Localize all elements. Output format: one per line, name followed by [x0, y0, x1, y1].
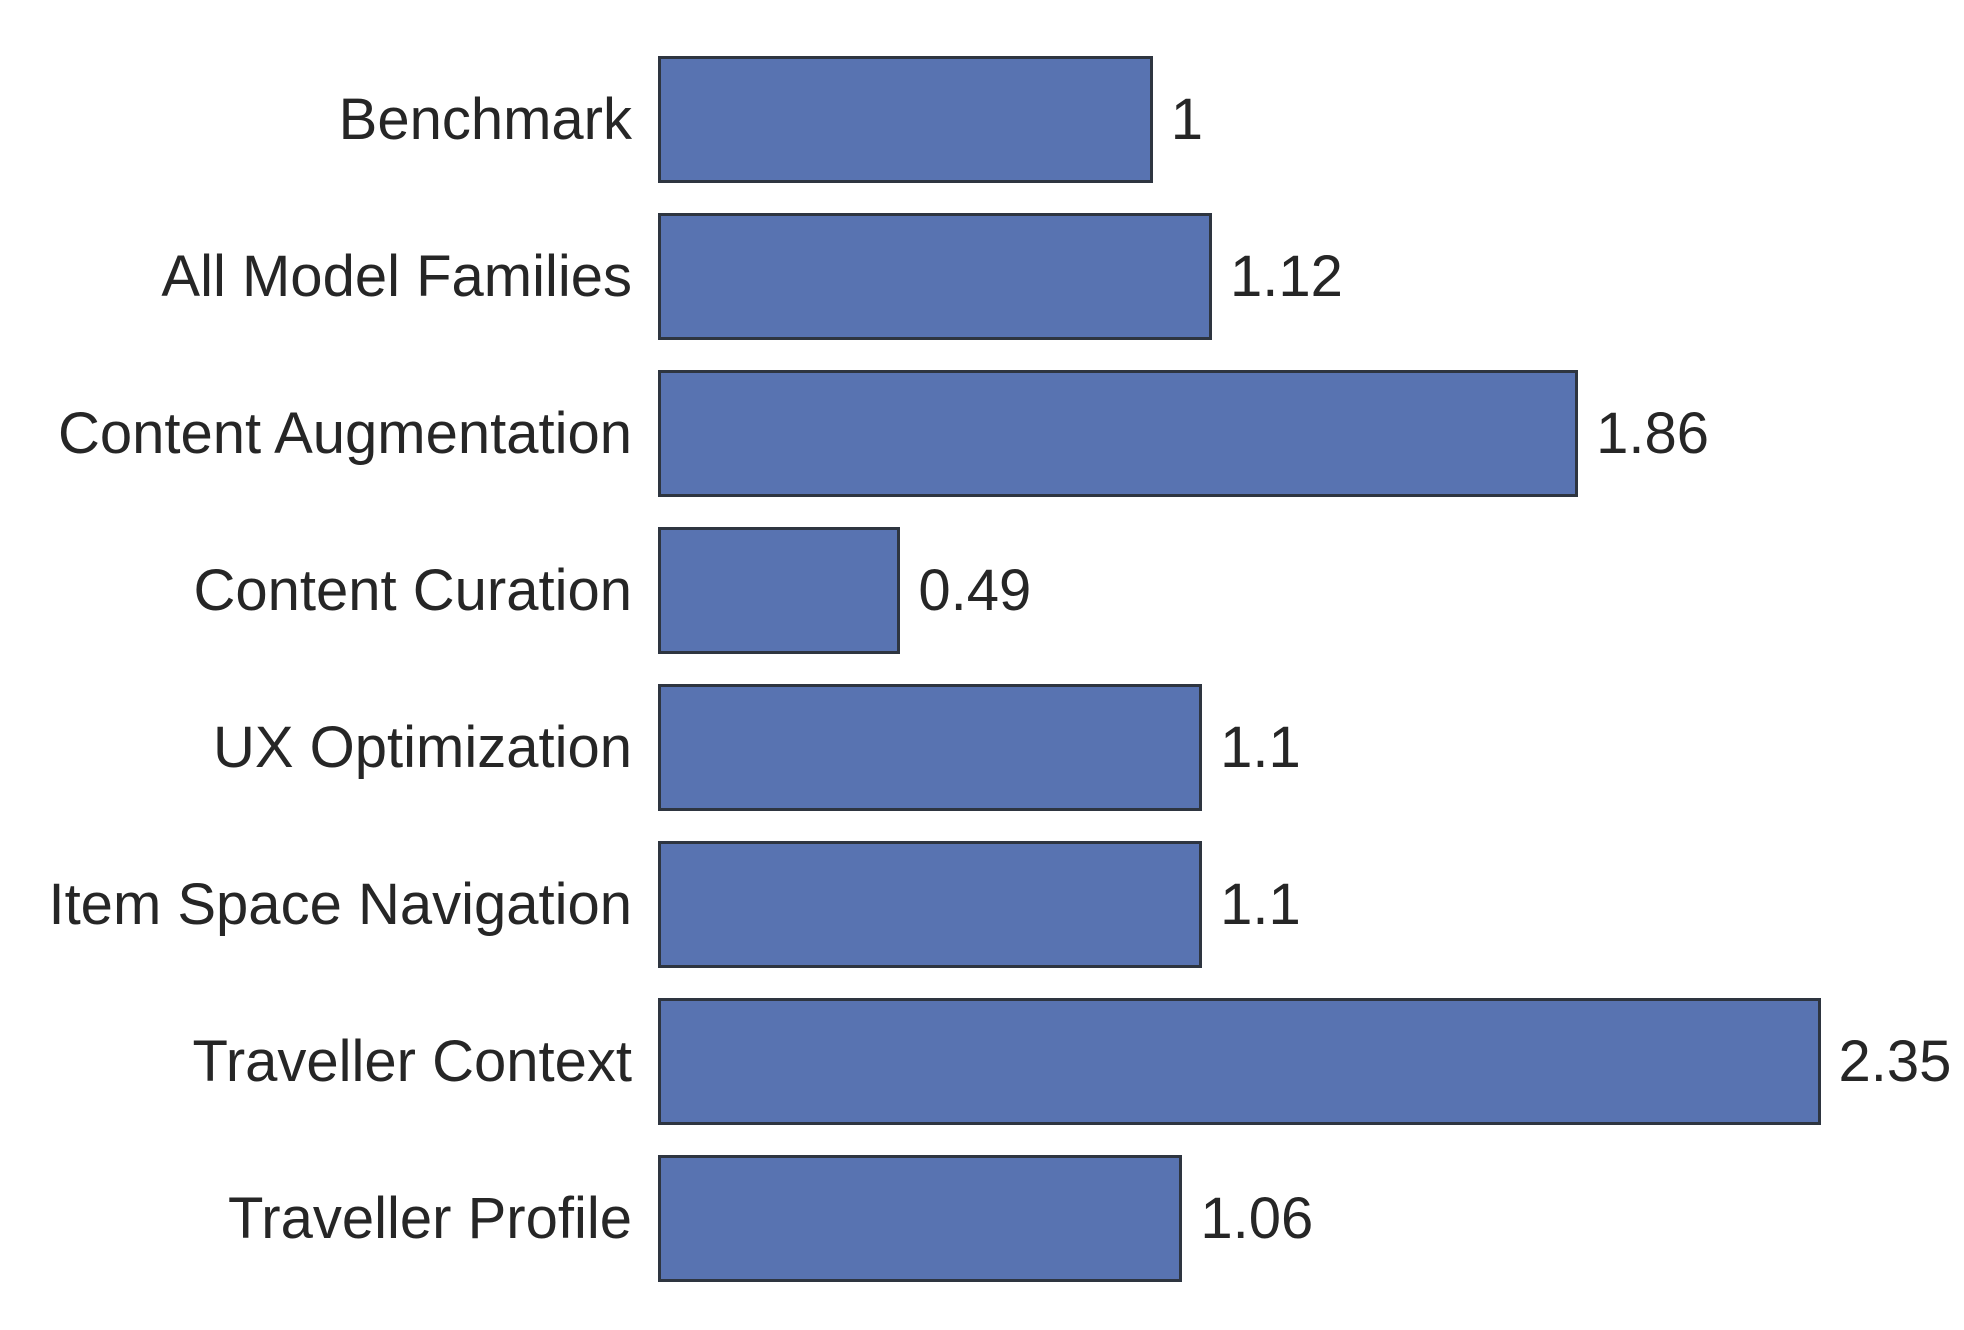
value-label: 2.35 — [1838, 1028, 1952, 1094]
bar-track: 0.49 — [658, 527, 1964, 654]
bar — [658, 998, 1821, 1125]
category-label: Item Space Navigation — [48, 871, 632, 937]
bar-row: Traveller Context 2.35 — [0, 998, 1964, 1125]
bar — [658, 56, 1153, 183]
value-label: 1 — [1170, 86, 1203, 152]
bar — [658, 527, 901, 654]
bar — [658, 370, 1579, 497]
category-label: Benchmark — [338, 86, 632, 152]
bar-row: UX Optimization 1.1 — [0, 684, 1964, 811]
bar-row: Content Curation 0.49 — [0, 527, 1964, 654]
value-label: 1.86 — [1596, 400, 1710, 466]
category-label: Traveller Profile — [228, 1185, 632, 1251]
bar-row: Benchmark 1 — [0, 56, 1964, 183]
bar-row: All Model Families 1.12 — [0, 213, 1964, 340]
value-label: 0.49 — [918, 557, 1032, 623]
category-label: Traveller Context — [192, 1028, 632, 1094]
bar — [658, 841, 1203, 968]
bar-track: 1.86 — [658, 370, 1964, 497]
value-label: 1.12 — [1230, 243, 1343, 309]
bar-row: Content Augmentation 1.86 — [0, 370, 1964, 497]
bar-track: 1.06 — [658, 1155, 1964, 1282]
category-label: Content Augmentation — [58, 400, 632, 466]
bar — [658, 1155, 1183, 1282]
category-label: Content Curation — [193, 557, 632, 623]
value-label: 1.1 — [1220, 714, 1301, 780]
bar-track: 1.12 — [658, 213, 1964, 340]
category-label: UX Optimization — [212, 714, 632, 780]
bar-track: 2.35 — [658, 998, 1964, 1125]
bar-row: Traveller Profile 1.06 — [0, 1155, 1964, 1282]
bar — [658, 213, 1213, 340]
bar-row: Item Space Navigation 1.1 — [0, 841, 1964, 968]
bar-track: 1 — [658, 56, 1964, 183]
bar-track: 1.1 — [658, 684, 1964, 811]
bar — [658, 684, 1203, 811]
bar-track: 1.1 — [658, 841, 1964, 968]
value-label: 1.06 — [1200, 1185, 1314, 1251]
category-label: All Model Families — [161, 243, 632, 309]
value-label: 1.1 — [1220, 871, 1301, 937]
